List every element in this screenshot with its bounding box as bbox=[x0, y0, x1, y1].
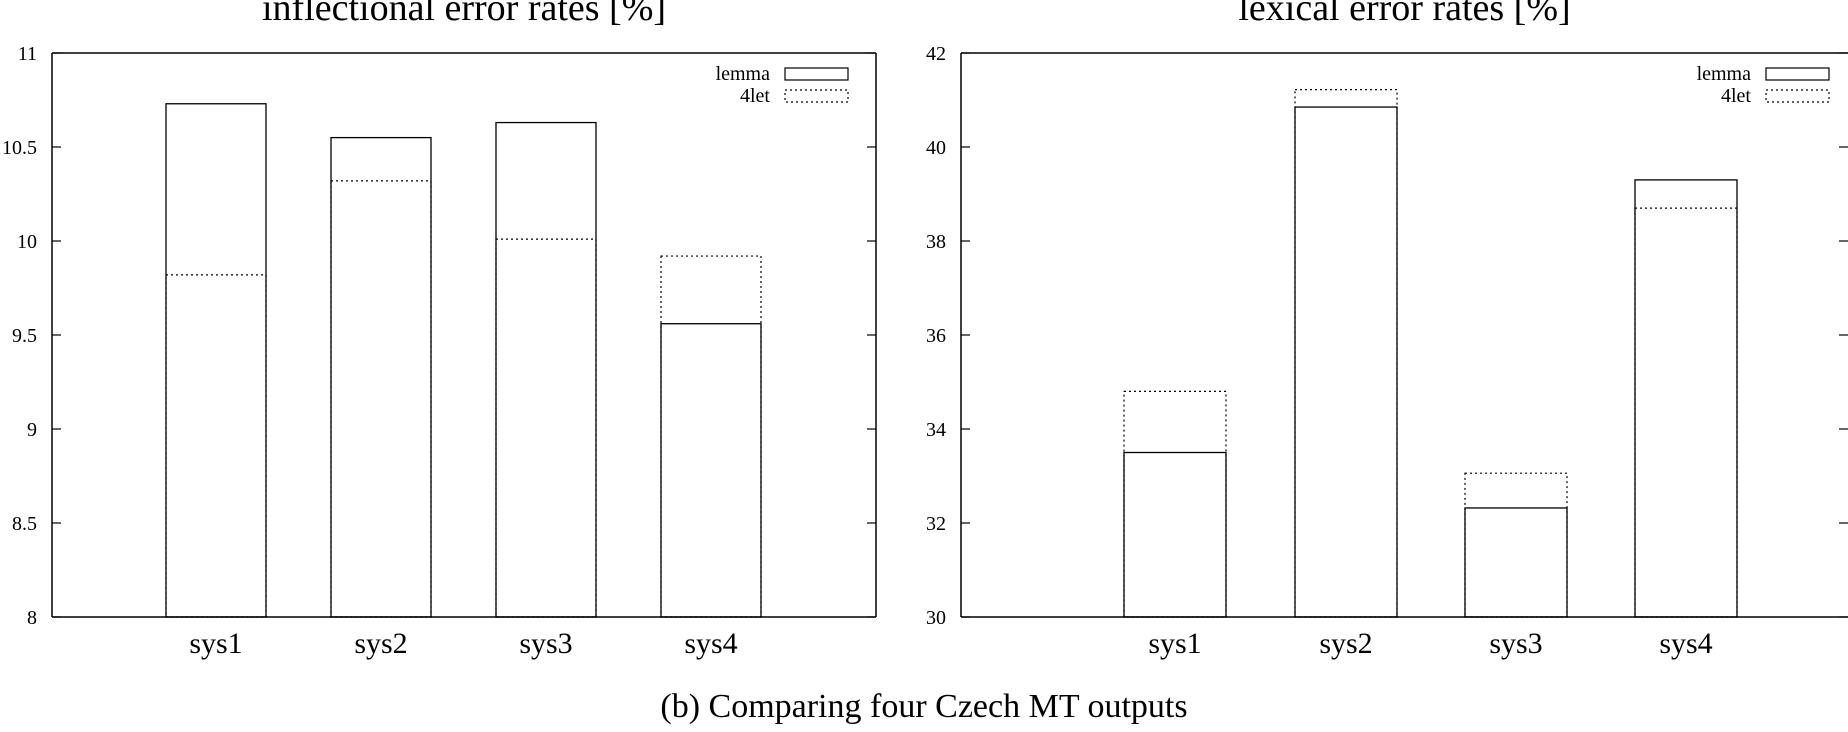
inflectional-ytick-label: 9 bbox=[27, 419, 37, 441]
figure-caption: (b) Comparing four Czech MT outputs bbox=[660, 688, 1188, 725]
lexical-xtick-label: sys2 bbox=[1319, 627, 1372, 660]
lexical-axes-frame bbox=[960, 52, 1848, 618]
lexical-ytick-label: 42 bbox=[926, 43, 946, 65]
lexical-ytick-label: 32 bbox=[926, 513, 946, 535]
inflectional-ytick-label: 8.5 bbox=[12, 513, 37, 535]
inflectional-ytick-label: 11 bbox=[18, 43, 37, 65]
inflectional-xtick-label: sys1 bbox=[189, 627, 242, 660]
lexical-xtick-label: sys1 bbox=[1148, 627, 1201, 660]
lexical-legend-label-4let: 4let bbox=[1721, 85, 1751, 107]
inflectional-bar-4let-sys1 bbox=[165, 274, 267, 618]
inflectional-bar-4let-sys4 bbox=[660, 255, 762, 618]
inflectional-ytick-label: 10.5 bbox=[2, 137, 37, 159]
inflectional-bar-4let-sys2 bbox=[330, 180, 432, 618]
lexical-bar-lemma-sys3 bbox=[1464, 507, 1568, 618]
chart-title-inflectional: inflectional error rates [%] bbox=[261, 0, 667, 29]
lexical-ytick-label: 38 bbox=[926, 231, 946, 253]
inflectional-legend-label-lemma: lemma bbox=[716, 63, 771, 85]
lexical-legend-label-lemma: lemma bbox=[1697, 63, 1752, 85]
inflectional-xtick-label: sys4 bbox=[684, 627, 737, 660]
lexical-bar-4let-sys3 bbox=[1464, 472, 1568, 618]
lexical-bar-4let-sys4 bbox=[1634, 207, 1738, 618]
lexical-bar-lemma-sys4 bbox=[1634, 179, 1738, 618]
inflectional-xtick-label: sys3 bbox=[519, 627, 572, 660]
inflectional-ytick-label: 9.5 bbox=[12, 325, 37, 347]
inflectional-bar-4let-sys3 bbox=[495, 238, 597, 618]
inflectional-legend-sample-lemma bbox=[784, 67, 849, 81]
lexical-ytick-label: 40 bbox=[926, 137, 946, 159]
lexical-bar-lemma-sys1 bbox=[1123, 451, 1227, 618]
inflectional-ytick-label: 10 bbox=[17, 231, 37, 253]
lexical-xtick-label: sys3 bbox=[1489, 627, 1542, 660]
lexical-ytick-label: 30 bbox=[926, 607, 946, 629]
lexical-legend-sample-4let bbox=[1765, 89, 1830, 103]
inflectional-legend-sample-4let bbox=[784, 89, 849, 103]
inflectional-legend-label-4let: 4let bbox=[740, 85, 770, 107]
lexical-bar-4let-sys1 bbox=[1123, 390, 1227, 618]
lexical-bar-lemma-sys2 bbox=[1294, 106, 1398, 618]
lexical-ytick-label: 36 bbox=[926, 325, 946, 347]
lexical-bar-4let-sys2 bbox=[1294, 89, 1398, 618]
lexical-ytick-label: 34 bbox=[926, 419, 946, 441]
chart-title-lexical: lexical error rates [%] bbox=[1238, 0, 1571, 29]
lexical-legend-sample-lemma bbox=[1765, 67, 1830, 81]
inflectional-xtick-label: sys2 bbox=[354, 627, 407, 660]
lexical-xtick-label: sys4 bbox=[1659, 627, 1712, 660]
inflectional-ytick-label: 8 bbox=[27, 607, 37, 629]
